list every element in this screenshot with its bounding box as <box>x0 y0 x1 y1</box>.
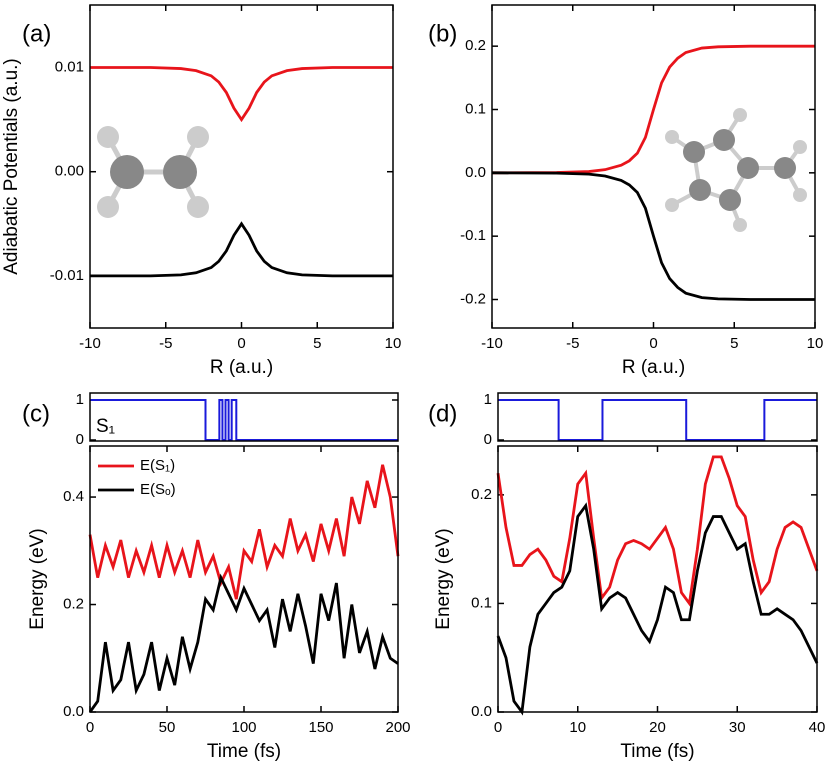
x-tick-label: -10 <box>481 335 503 352</box>
x-tick-label: 100 <box>231 719 256 736</box>
line <box>491 44 815 175</box>
x-tick-label: 30 <box>729 719 746 736</box>
panel-label: (a) <box>22 20 51 47</box>
ethylene-molecule <box>97 126 209 218</box>
line <box>90 399 398 441</box>
x-axis-label: Time (fs) <box>207 741 281 762</box>
legend-label: E(S₁) <box>140 457 175 474</box>
axes-frame <box>89 4 394 329</box>
line <box>496 455 819 608</box>
axes-frame <box>497 392 818 442</box>
axes-frame <box>491 4 816 329</box>
x-tick-label: 20 <box>649 719 666 736</box>
y-tick-label: 0.4 <box>63 488 84 505</box>
line <box>496 502 819 716</box>
x-tick-label: 50 <box>159 719 176 736</box>
panel-label: (c) <box>22 400 50 427</box>
y-tick-label: -0.2 <box>460 290 486 307</box>
annotation: S₁ <box>96 416 115 437</box>
y-tick-label: 0.2 <box>471 486 492 503</box>
x-axis-label: R (a.u.) <box>622 357 685 378</box>
line <box>491 171 815 301</box>
axes-frame <box>89 392 399 442</box>
x-tick-label: -5 <box>159 335 172 352</box>
x-axis-label: R (a.u.) <box>210 357 273 378</box>
y-axis-label: Energy (eV) <box>27 528 48 629</box>
y-tick-label: 0 <box>484 431 492 448</box>
x-tick-label: -10 <box>79 335 101 352</box>
y-tick-label: 0.1 <box>471 594 492 611</box>
x-tick-label: 0 <box>649 335 657 352</box>
line <box>498 399 817 441</box>
x-tick-label: 10 <box>385 335 402 352</box>
x-tick-label: 0 <box>237 335 245 352</box>
y-tick-label: 0.0 <box>63 703 84 720</box>
axes-frame <box>89 445 399 713</box>
x-tick-label: 150 <box>308 719 333 736</box>
y-axis-label: Energy (eV) <box>433 528 454 629</box>
y-tick-label: 0.0 <box>471 703 492 720</box>
y-tick-label: 0.2 <box>63 595 84 612</box>
line <box>90 66 393 123</box>
line <box>88 464 400 600</box>
y-tick-label: 0 <box>76 431 84 448</box>
legend-label: E(Sₒ) <box>140 481 176 498</box>
y-tick-label: 0.1 <box>465 100 486 117</box>
x-tick-label: 10 <box>807 335 824 352</box>
y-tick-label: -0.01 <box>50 267 84 284</box>
y-tick-label: 0.01 <box>55 58 84 75</box>
x-tick-label: 200 <box>385 719 410 736</box>
y-tick-label: 0.0 <box>465 164 486 181</box>
molecule <box>665 108 807 232</box>
line <box>90 221 393 278</box>
axes-frame <box>497 445 818 713</box>
panel-label: (d) <box>428 400 457 427</box>
y-tick-label: -0.1 <box>460 227 486 244</box>
x-axis-label: Time (fs) <box>620 741 694 762</box>
x-tick-label: 10 <box>569 719 586 736</box>
y-tick-label: 0.00 <box>55 163 84 180</box>
x-tick-label: 40 <box>809 719 826 736</box>
panel-label: (b) <box>428 20 457 47</box>
x-tick-label: 0 <box>86 719 94 736</box>
x-tick-label: 5 <box>313 335 321 352</box>
x-tick-label: 5 <box>730 335 738 352</box>
x-tick-label: 0 <box>494 719 502 736</box>
y-axis-label: Adiabatic Potentials (a.u.) <box>1 58 22 275</box>
line <box>88 573 399 713</box>
y-tick-label: 1 <box>76 391 84 408</box>
y-tick-label: 0.2 <box>465 37 486 54</box>
x-tick-label: -5 <box>566 335 579 352</box>
y-tick-label: 1 <box>484 391 492 408</box>
